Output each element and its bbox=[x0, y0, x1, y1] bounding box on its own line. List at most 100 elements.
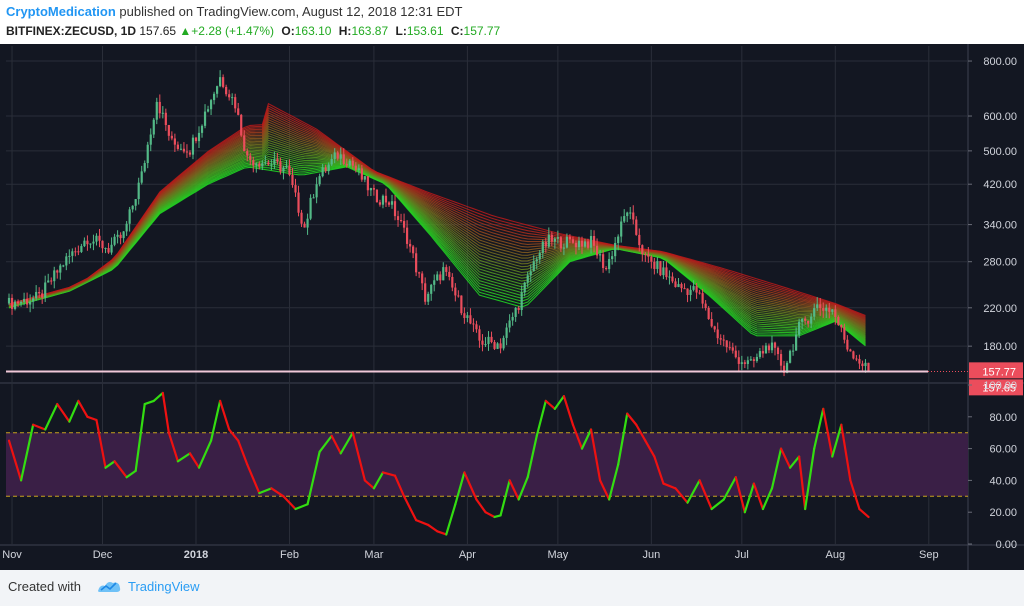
oscillator-segment bbox=[351, 431, 366, 482]
oscillator-segment bbox=[134, 402, 146, 472]
oscillator-segment bbox=[95, 418, 107, 469]
time-tick-label: Feb bbox=[280, 549, 299, 561]
oscillator-segment bbox=[804, 447, 816, 511]
candle-down bbox=[402, 221, 406, 228]
candle-down bbox=[728, 347, 731, 349]
candle-down bbox=[351, 160, 354, 166]
ohlc-legend: BITFINEX:ZECUSD, 1D 157.65 ▲+2.28 (+1.47… bbox=[6, 24, 500, 38]
oscillator-segment bbox=[571, 423, 584, 450]
candle-up bbox=[357, 168, 360, 170]
oscillator-segment bbox=[306, 450, 321, 506]
oscillator-segment bbox=[761, 487, 774, 511]
candle-up bbox=[427, 293, 430, 302]
candle-up bbox=[128, 209, 131, 224]
tradingview-logo-icon[interactable] bbox=[96, 578, 122, 594]
ribbon-ma-line bbox=[8, 158, 866, 342]
candle-down bbox=[396, 216, 400, 221]
chart-area[interactable]: 800.00 600.00 500.00 420.00 340.00 280.00 220.… bbox=[0, 44, 1024, 570]
candle-down bbox=[445, 267, 448, 272]
price-tick-label: 600.00 bbox=[983, 111, 1017, 123]
candle-down bbox=[701, 293, 704, 304]
oscillator-segment bbox=[56, 402, 71, 423]
candle-down bbox=[819, 304, 822, 309]
candle-up bbox=[433, 280, 436, 285]
candle-up bbox=[339, 154, 342, 159]
low-label: L: bbox=[395, 24, 407, 38]
candle-down bbox=[683, 288, 686, 290]
candle-up bbox=[146, 144, 149, 164]
candle-up bbox=[795, 334, 798, 351]
candle-up bbox=[583, 241, 587, 247]
candle-up bbox=[369, 188, 372, 191]
oscillator-segment bbox=[7, 439, 23, 482]
candle-down bbox=[387, 202, 391, 205]
candle-down bbox=[704, 303, 707, 308]
oscillator-segment bbox=[445, 503, 457, 536]
candle-up bbox=[312, 197, 315, 199]
candle-down bbox=[384, 195, 388, 203]
candle-up bbox=[577, 240, 581, 248]
osc-tick-label: 80.00 bbox=[989, 412, 1017, 424]
price-tick-label: 800.00 bbox=[983, 56, 1017, 68]
price-tick-label: 340.00 bbox=[983, 220, 1017, 232]
candle-up bbox=[662, 267, 665, 276]
candle-down bbox=[98, 235, 101, 241]
candle-up bbox=[758, 351, 762, 357]
price-tick-label: 420.00 bbox=[983, 179, 1017, 191]
candle-up bbox=[381, 195, 385, 205]
candle-up bbox=[140, 171, 143, 183]
candle-down bbox=[804, 318, 807, 321]
candle-up bbox=[502, 337, 505, 349]
author-link[interactable]: CryptoMedication bbox=[6, 4, 116, 19]
candle-up bbox=[104, 248, 107, 250]
candle-down bbox=[399, 220, 403, 222]
candle-down bbox=[252, 160, 255, 166]
candle-up bbox=[562, 247, 565, 249]
oscillator-segment bbox=[393, 474, 406, 498]
candle-up bbox=[770, 342, 774, 351]
candle-down bbox=[375, 189, 379, 203]
candle-up bbox=[191, 137, 195, 155]
oscillator-segment bbox=[77, 399, 89, 418]
candle-down bbox=[164, 112, 167, 126]
candle-down bbox=[10, 297, 14, 309]
up-triangle-icon: ▲ bbox=[179, 24, 192, 38]
candle-down bbox=[393, 201, 397, 217]
candle-down bbox=[849, 349, 852, 352]
publish-info: CryptoMedication published on TradingVie… bbox=[6, 4, 462, 19]
candle-down bbox=[354, 165, 357, 170]
oscillator-segment bbox=[363, 479, 376, 490]
candle-up bbox=[212, 93, 216, 101]
candle-up bbox=[321, 167, 324, 177]
candle-down bbox=[412, 246, 415, 254]
symbol-label[interactable]: BITFINEX:ZECUSD, 1D bbox=[6, 24, 137, 38]
candle-up bbox=[514, 307, 517, 317]
candle-down bbox=[336, 152, 339, 159]
candle-down bbox=[424, 283, 427, 302]
ribbon-ma-line bbox=[8, 163, 866, 345]
oscillator-segment bbox=[415, 519, 430, 527]
oscillator-segment bbox=[270, 487, 285, 498]
oscillator-segment bbox=[209, 399, 222, 442]
candle-down bbox=[234, 97, 237, 109]
candle-down bbox=[300, 212, 303, 224]
candle-down bbox=[782, 365, 786, 373]
candle-up bbox=[749, 359, 752, 361]
candle-up bbox=[656, 261, 659, 269]
candle-down bbox=[580, 240, 584, 247]
candle-up bbox=[315, 184, 318, 198]
candle-down bbox=[731, 347, 734, 351]
oscillator-segment bbox=[219, 399, 231, 431]
candle-down bbox=[77, 251, 80, 253]
chart-canvas[interactable]: 800.00 600.00 500.00 420.00 340.00 280.00 220.… bbox=[0, 44, 1024, 570]
candle-down bbox=[843, 327, 846, 340]
candle-down bbox=[779, 354, 783, 366]
oscillator-segment bbox=[608, 463, 620, 501]
candle-up bbox=[152, 119, 155, 135]
candle-down bbox=[716, 329, 719, 339]
candle-down bbox=[405, 227, 409, 244]
candle-down bbox=[167, 125, 170, 136]
candle-down bbox=[267, 162, 270, 165]
tradingview-link[interactable]: TradingView bbox=[128, 579, 200, 594]
candle-up bbox=[526, 275, 529, 283]
